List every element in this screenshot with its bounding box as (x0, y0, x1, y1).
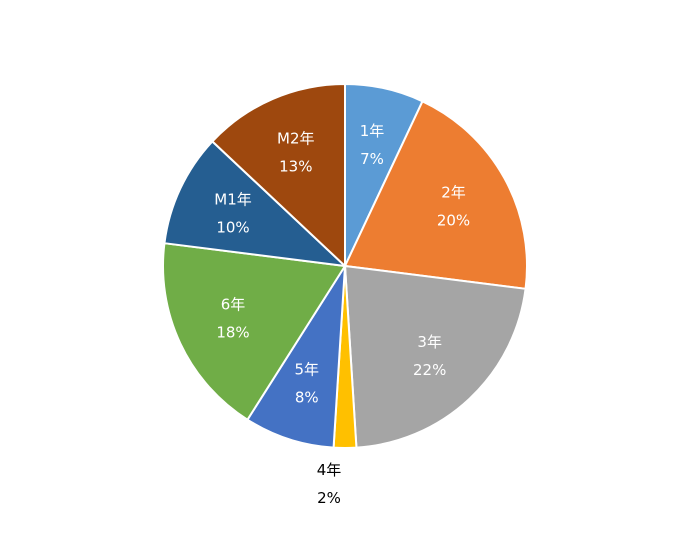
pie-label-5: 5年 8% (295, 361, 320, 407)
pie-label-7: M1年 10% (214, 190, 252, 236)
slice-category-label: 4年 (317, 461, 342, 479)
pie-labels: 1年 7% 2年 20% 3年 22% 4年 2% 5年 8% 6年 18% M1年 10% M2年 13% (214, 122, 470, 507)
slice-percent-label: 7% (360, 150, 384, 168)
pie-slices (162, 82, 528, 449)
pie-label-2: 2年 20% (437, 183, 470, 229)
slice-percent-label: 13% (279, 157, 312, 175)
slice-category-label: 5年 (295, 361, 320, 379)
pie-slice-7 (163, 139, 348, 268)
pie-label-1: 1年 7% (360, 122, 385, 168)
pie-label-6: 6年 18% (216, 296, 249, 342)
slice-category-label: M1年 (214, 190, 252, 208)
pie-slice-5 (246, 265, 346, 449)
pie-slice-6 (162, 242, 347, 422)
pie-slice-3 (343, 264, 527, 449)
pie-label-4: 4年 2% (317, 461, 342, 507)
pie-slice-8 (210, 82, 346, 269)
pie-slice-2 (343, 99, 528, 290)
slice-percent-label: 10% (216, 218, 249, 236)
slice-category-label: 2年 (441, 183, 466, 201)
slice-percent-label: 22% (413, 361, 446, 379)
slice-category-label: 6年 (221, 296, 246, 314)
slice-percent-label: 20% (437, 211, 470, 229)
slice-category-label: 3年 (417, 333, 442, 351)
slice-percent-label: 18% (216, 324, 249, 342)
slice-percent-label: 8% (295, 389, 319, 407)
pie-label-8: M2年 13% (277, 129, 315, 175)
slice-category-label: 1年 (360, 122, 385, 140)
pie-label-3: 3年 22% (413, 333, 446, 379)
slice-percent-label: 2% (317, 489, 341, 507)
slice-category-label: M2年 (277, 129, 315, 147)
